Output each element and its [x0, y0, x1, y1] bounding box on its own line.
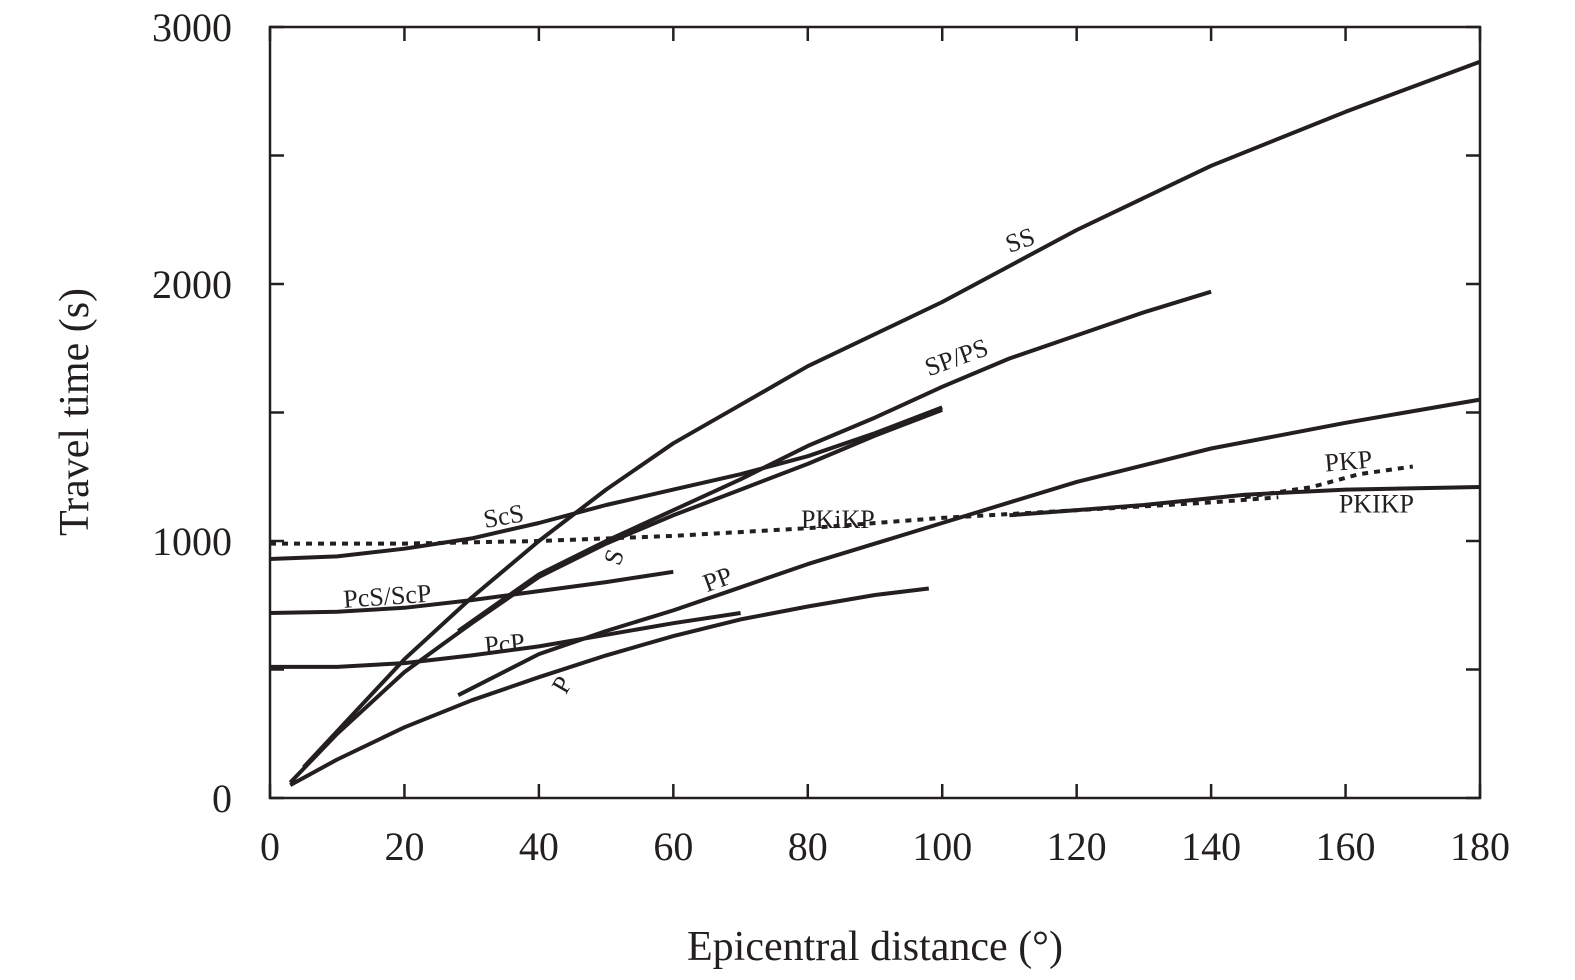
series-pp — [457, 397, 1481, 697]
phase-label: S — [598, 545, 630, 569]
x-tick-label: 120 — [1047, 824, 1107, 869]
series-p — [289, 586, 930, 787]
x-tick-label: 140 — [1181, 824, 1241, 869]
phase-label: ScS — [481, 498, 526, 534]
phase-label: PcP — [483, 628, 526, 660]
x-tick-label: 0 — [260, 824, 280, 869]
phase-label: PKiKP — [801, 505, 875, 534]
x-tick-label: 100 — [912, 824, 972, 869]
phase-label: PcS/ScP — [342, 579, 432, 614]
y-tick-label: 1000 — [152, 519, 232, 564]
y-axis-label: Travel time (s) — [52, 288, 98, 536]
x-tick-label: 60 — [653, 824, 693, 869]
y-tick-label: 0 — [212, 776, 232, 821]
x-axis-label: Epicentral distance (°) — [687, 924, 1063, 970]
series-sp-ps — [457, 289, 1212, 633]
series-s — [288, 408, 943, 784]
series-ss — [302, 59, 1481, 769]
y-tick-label: 2000 — [152, 262, 232, 307]
phase-label: PKIKP — [1339, 490, 1414, 519]
phase-label: SP/PS — [921, 333, 992, 383]
y-tick-label: 3000 — [152, 5, 232, 50]
x-tick-label: 80 — [788, 824, 828, 869]
x-tick-label: 160 — [1316, 824, 1376, 869]
x-tick-label: 40 — [519, 824, 559, 869]
series-pkikp — [1009, 485, 1481, 518]
x-tick-label: 20 — [384, 824, 424, 869]
x-tick-label: 180 — [1450, 824, 1510, 869]
series-pcp — [270, 611, 741, 669]
series-pkikp — [270, 495, 1279, 546]
phase-label: PKP — [1323, 445, 1373, 478]
plot-frame — [268, 25, 1482, 800]
phase-label: P — [546, 671, 578, 698]
series-pcs-scp — [269, 569, 674, 615]
series-scs — [269, 405, 943, 561]
